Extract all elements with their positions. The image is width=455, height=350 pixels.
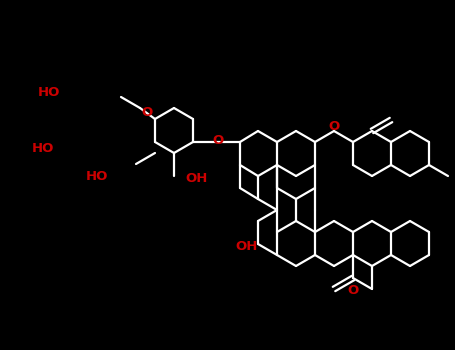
- Text: OH: OH: [185, 172, 207, 184]
- Text: OH: OH: [236, 239, 258, 252]
- Text: HO: HO: [32, 141, 55, 154]
- Text: O: O: [142, 106, 153, 119]
- Text: O: O: [212, 133, 223, 147]
- Text: HO: HO: [86, 169, 108, 182]
- Text: O: O: [329, 119, 339, 133]
- Text: HO: HO: [38, 86, 61, 99]
- Text: O: O: [347, 284, 359, 296]
